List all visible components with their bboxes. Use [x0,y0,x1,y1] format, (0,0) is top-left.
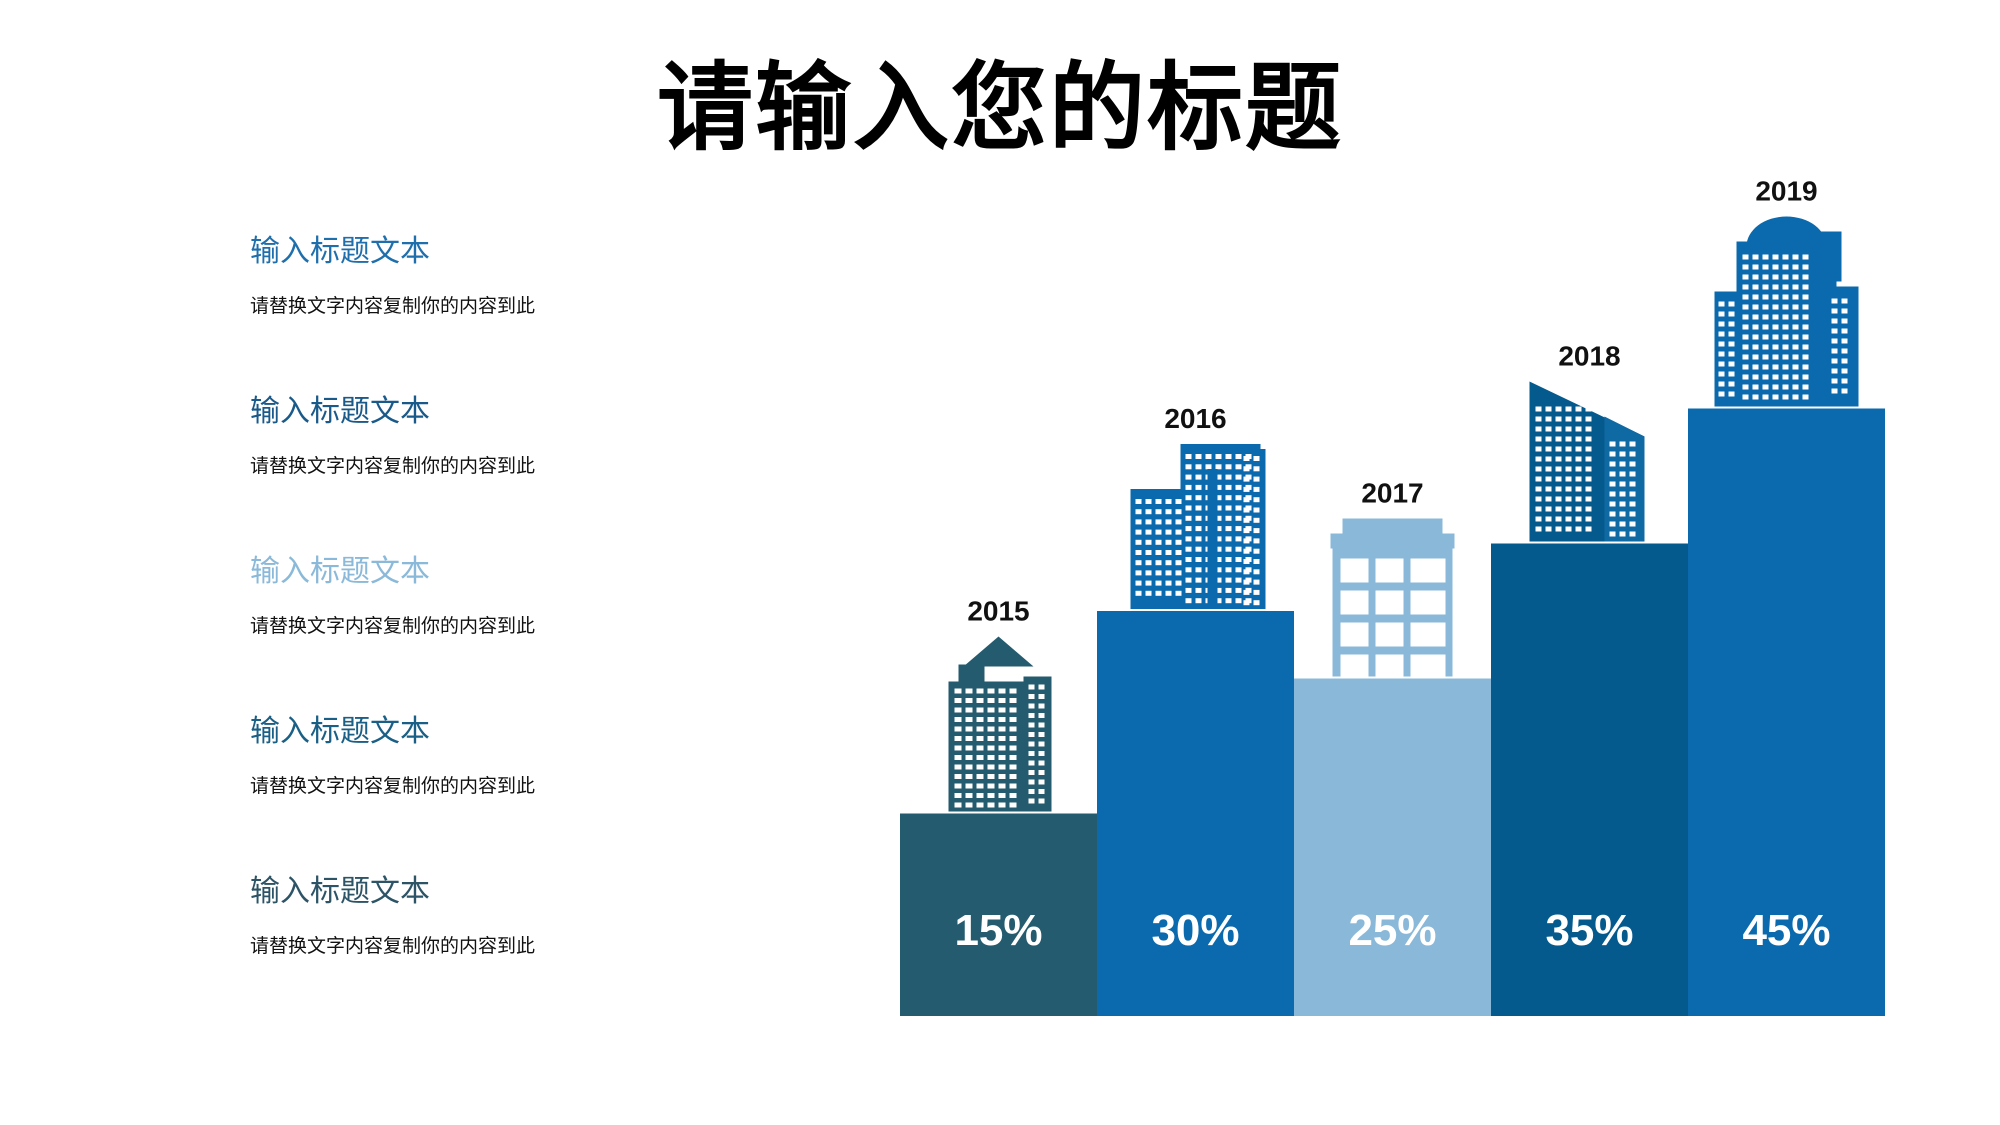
item-heading: 输入标题文本 [250,874,430,909]
bar [1294,678,1491,1016]
item-description: 请替换文字内容复制你的内容到此 [250,455,536,477]
dome-building-icon [1714,216,1859,407]
value-label: 45% [1742,906,1830,955]
list-item: 输入标题文本 请替换文字内容复制你的内容到此 [250,552,770,640]
item-heading: 输入标题文本 [250,554,430,589]
slanted-roof-building-icon [1529,381,1645,542]
list-item: 输入标题文本 请替换文字内容复制你的内容到此 [250,872,770,960]
item-description: 请替换文字内容复制你的内容到此 [250,295,536,317]
item-heading: 输入标题文本 [250,234,430,269]
page-title: 请输入您的标题 [657,52,1343,164]
list-item: 输入标题文本 请替换文字内容复制你的内容到此 [250,232,770,320]
list-item: 输入标题文本 请替换文字内容复制你的内容到此 [250,392,770,480]
item-description: 请替换文字内容复制你的内容到此 [250,935,536,957]
year-label: 2015 [967,596,1029,627]
list-item: 输入标题文本 请替换文字内容复制你的内容到此 [250,712,770,800]
year-label: 2017 [1361,478,1423,509]
item-description: 请替换文字内容复制你的内容到此 [250,775,536,797]
year-label: 2018 [1558,341,1620,372]
item-heading: 输入标题文本 [250,714,430,749]
item-heading: 输入标题文本 [250,394,430,429]
office-block-icon [1330,518,1455,679]
bar [1097,611,1294,1016]
year-label: 2016 [1164,403,1226,434]
year-label: 2019 [1755,176,1817,207]
value-label: 35% [1545,906,1633,955]
twin-towers-icon [1130,444,1266,609]
bar [900,813,1097,1016]
value-label: 25% [1348,906,1436,955]
bar [1688,408,1885,1016]
value-label: 30% [1151,906,1239,955]
bar [1491,543,1688,1016]
tower-icon [948,636,1052,812]
value-label: 15% [954,906,1042,955]
item-description: 请替换文字内容复制你的内容到此 [250,615,536,637]
